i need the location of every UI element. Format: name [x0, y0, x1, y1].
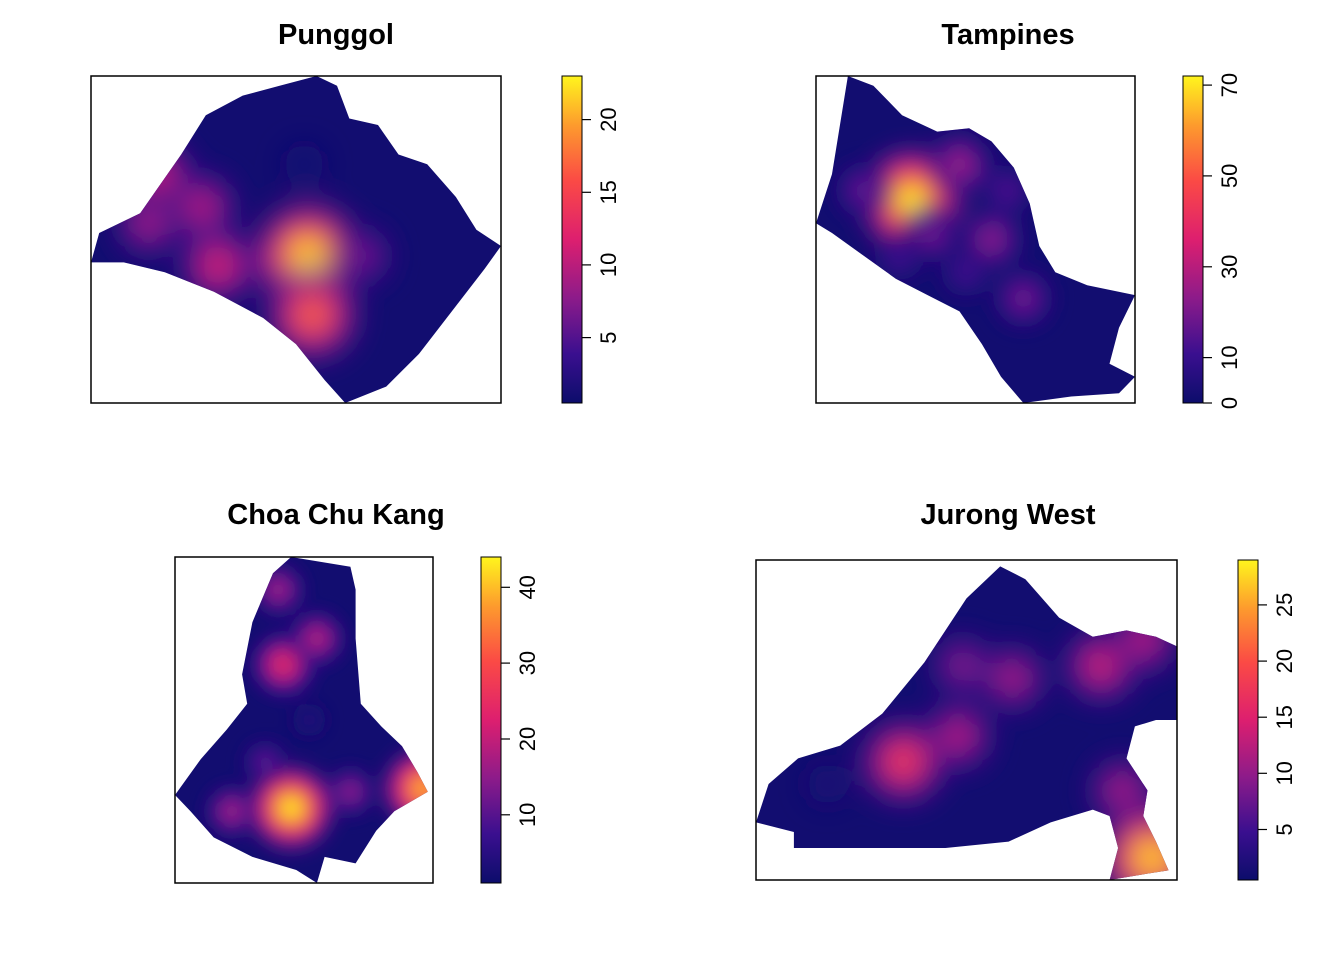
panel-choa-chu-kang: Choa Chu Kang 10 20 30 40: [174, 499, 540, 884]
heatmap: [91, 76, 501, 403]
density-hotspot: [952, 157, 967, 172]
plot-frame: [755, 559, 1178, 881]
colorbar: [1237, 559, 1259, 881]
density-hotspot: [823, 779, 833, 789]
colorbar-tick-label: 15: [596, 180, 621, 204]
density-hotspot: [272, 584, 284, 596]
density-hotspot: [355, 249, 369, 263]
density-hotspot: [955, 658, 969, 673]
density-hotspot: [345, 786, 356, 797]
heatmap: [175, 557, 428, 883]
density-hotspot: [1093, 657, 1110, 674]
density-hotspot: [1140, 846, 1164, 870]
panel-title: Choa Chu Kang: [227, 499, 445, 531]
colorbar-tick-label: 20: [1272, 649, 1297, 673]
density-hotspot: [209, 257, 227, 275]
density-hotspot: [140, 157, 174, 191]
colorbar-tick-label: 25: [1272, 593, 1297, 617]
density-hotspot: [1115, 783, 1130, 798]
density-hotspot: [226, 805, 238, 817]
density-hotspot: [413, 779, 428, 798]
density-hotspot: [1005, 671, 1021, 686]
colorbar-tick-label: 20: [596, 107, 621, 131]
colorbar-tick-label: 10: [1217, 345, 1242, 369]
colorbar-tick-label: 40: [515, 575, 540, 599]
plot-frame: [90, 75, 502, 404]
plot-frame: [174, 556, 434, 884]
density-hotspot: [960, 266, 972, 278]
colorbar-tick-label: 70: [1217, 73, 1242, 97]
colorbar-tick-label: 10: [596, 253, 621, 277]
density-hotspot: [1135, 632, 1151, 648]
density-hotspot: [900, 188, 924, 212]
colorbar: [1182, 75, 1204, 404]
colorbar-tick-label: 10: [1272, 761, 1297, 785]
density-hotspot: [194, 199, 210, 215]
colorbar: [480, 556, 502, 884]
colorbar-tick-label: 30: [515, 651, 540, 675]
colorbar-tick-label: 30: [1217, 255, 1242, 279]
density-hotspot: [924, 226, 937, 240]
density-hotspot: [950, 728, 966, 744]
density-hotspot: [276, 657, 291, 672]
colorbar-tick-label: 15: [1272, 705, 1297, 729]
density-area: [91, 76, 501, 403]
density-hotspot: [311, 632, 323, 645]
density-hotspot: [985, 233, 998, 246]
density-hotspot: [894, 752, 913, 771]
panel-tampines: Tampines 0 10 30 50 70: [815, 19, 1242, 409]
panel-jurong-west: Jurong West 5 10 15 20 25: [755, 499, 1297, 881]
panel-title: Punggol: [278, 19, 394, 51]
colorbar-ticks: 10 20 30 40: [501, 575, 540, 827]
density-area: [816, 76, 1135, 403]
density-hotspot: [141, 215, 156, 231]
colorbar-tick-label: 10: [515, 803, 540, 827]
density-hotspot: [299, 159, 309, 169]
density-hotspot: [893, 250, 905, 262]
density-hotspot: [857, 184, 870, 197]
panel-title: Jurong West: [920, 499, 1095, 531]
heatmap: [756, 566, 1177, 880]
colorbar: [561, 75, 583, 404]
panel-title: Tampines: [941, 19, 1074, 51]
density-hotspot: [1017, 292, 1030, 305]
colorbar-tick-label: 50: [1217, 164, 1242, 188]
density-hotspot: [281, 798, 301, 818]
density-area: [175, 557, 428, 883]
colorbar-tick-label: 20: [515, 727, 540, 751]
density-area: [756, 566, 1177, 880]
heatmap: [816, 76, 1135, 403]
colorbar-ticks: 0 10 30 50 70: [1203, 73, 1242, 409]
density-hotspot: [296, 244, 321, 268]
colorbar-ticks: 5 10 15 20: [582, 107, 621, 344]
plot-frame: [815, 75, 1136, 404]
density-hotspot: [302, 304, 323, 325]
colorbar-tick-label: 0: [1217, 397, 1242, 409]
density-hotspot: [148, 166, 165, 183]
density-hotspot: [305, 716, 313, 724]
colorbar-tick-label: 5: [1272, 823, 1297, 835]
colorbar-tick-label: 5: [596, 331, 621, 343]
density-hotspot: [260, 757, 270, 768]
colorbar-ticks: 5 10 15 20 25: [1258, 593, 1297, 836]
panel-punggol: Punggol 5 10 15 20: [90, 19, 621, 404]
density-hotspot: [1001, 184, 1014, 196]
